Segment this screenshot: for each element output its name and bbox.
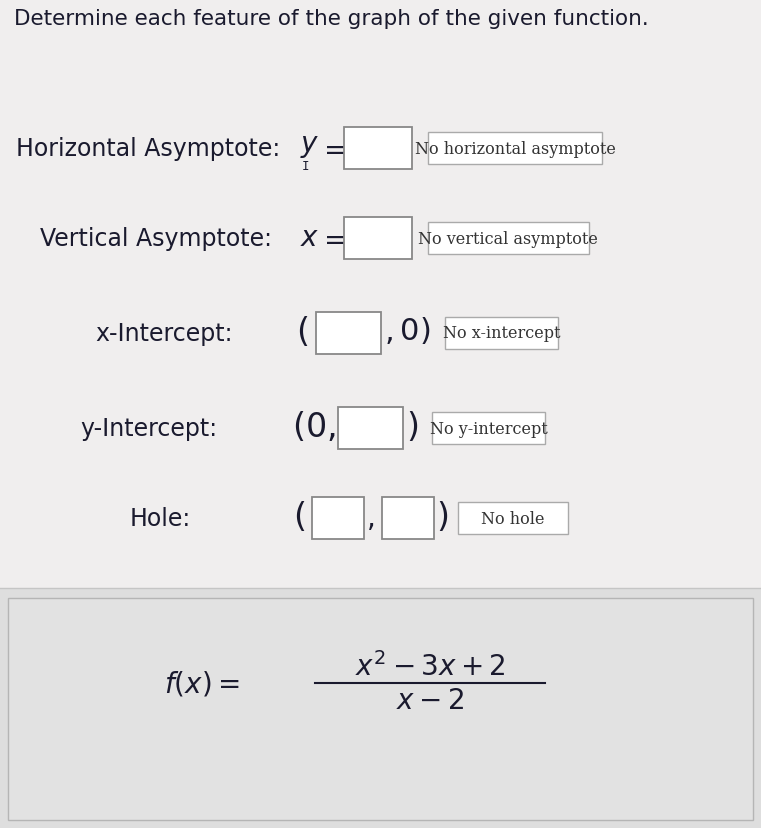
FancyBboxPatch shape xyxy=(8,599,753,820)
Text: Hole:: Hole: xyxy=(130,507,191,531)
FancyBboxPatch shape xyxy=(338,407,403,450)
FancyBboxPatch shape xyxy=(316,313,381,354)
Text: $x$: $x$ xyxy=(300,225,320,253)
FancyBboxPatch shape xyxy=(344,128,412,170)
Text: $=$: $=$ xyxy=(318,225,345,253)
Text: $)$: $)$ xyxy=(436,499,448,533)
Text: No x-intercept: No x-intercept xyxy=(443,325,560,342)
Text: Vertical Asymptote:: Vertical Asymptote: xyxy=(40,227,272,251)
Text: $f(x) =$: $f(x) =$ xyxy=(164,669,240,698)
FancyBboxPatch shape xyxy=(458,503,568,534)
FancyBboxPatch shape xyxy=(0,588,761,828)
Text: I: I xyxy=(302,161,310,173)
Text: x-Intercept:: x-Intercept: xyxy=(95,321,233,345)
Text: $,$: $,$ xyxy=(366,505,374,532)
FancyBboxPatch shape xyxy=(445,318,559,349)
Text: No horizontal asymptote: No horizontal asymptote xyxy=(415,140,616,157)
Text: y-Intercept:: y-Intercept: xyxy=(80,416,217,440)
Text: $=$: $=$ xyxy=(318,135,345,162)
FancyBboxPatch shape xyxy=(312,498,364,539)
FancyBboxPatch shape xyxy=(382,498,434,539)
Text: $x^2 - 3x + 2$: $x^2 - 3x + 2$ xyxy=(355,652,505,681)
FancyBboxPatch shape xyxy=(428,223,589,255)
Text: No vertical asymptote: No vertical asymptote xyxy=(419,230,598,248)
FancyBboxPatch shape xyxy=(344,218,412,260)
Text: No hole: No hole xyxy=(481,510,545,527)
Text: $, 0)$: $, 0)$ xyxy=(384,316,430,347)
Text: $($: $($ xyxy=(296,315,308,349)
Text: No y-intercept: No y-intercept xyxy=(430,420,547,437)
FancyBboxPatch shape xyxy=(432,412,545,445)
Text: Horizontal Asymptote:: Horizontal Asymptote: xyxy=(16,137,280,161)
Text: $)$: $)$ xyxy=(406,410,418,444)
Text: $(0,$: $(0,$ xyxy=(292,410,336,444)
Text: $x - 2$: $x - 2$ xyxy=(396,688,464,715)
FancyBboxPatch shape xyxy=(428,132,603,165)
Text: $y$: $y$ xyxy=(300,132,320,159)
Text: $($: $($ xyxy=(293,499,305,533)
Text: Determine each feature of the graph of the given function.: Determine each feature of the graph of t… xyxy=(14,9,648,29)
FancyBboxPatch shape xyxy=(0,0,761,588)
